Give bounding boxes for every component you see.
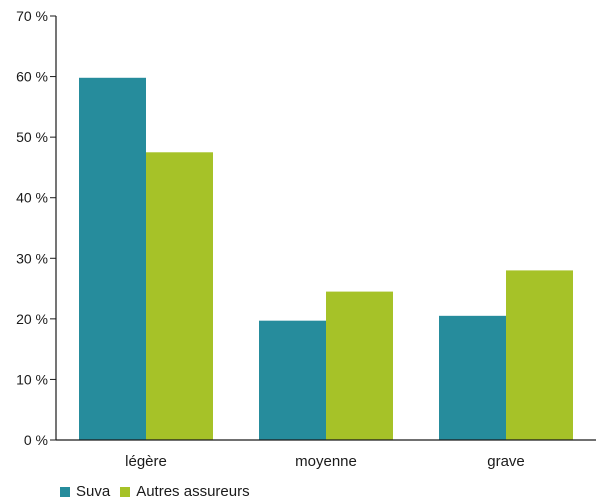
y-tick-label-10: 10 % [16, 371, 48, 387]
bars [79, 77, 573, 441]
bar-autres-assureurs-legere [146, 152, 213, 441]
bar-suva-moyenne [259, 320, 326, 440]
x-axis-ticks: légère moyenne grave [125, 453, 525, 470]
y-tick-label-70: 70 % [16, 8, 48, 24]
y-tick-label-30: 30 % [16, 250, 48, 266]
legend-item-autres-assureurs: Autres assureurs [120, 483, 250, 500]
legend: Suva Autres assureurs [60, 484, 250, 500]
y-tick-label-20: 20 % [16, 311, 48, 327]
y-tick-label-0: 0 % [24, 432, 48, 448]
bar-suva-grave [439, 315, 506, 440]
bar-suva-legere [79, 77, 146, 440]
legend-swatch-suva [60, 487, 70, 497]
x-tick-label-legere: légère [125, 453, 167, 470]
legend-label-autres-assureurs: Autres assureurs [136, 483, 250, 500]
y-tick-label-50: 50 % [16, 129, 48, 145]
x-tick-label-grave: grave [487, 453, 525, 470]
x-tick-label-moyenne: moyenne [295, 453, 357, 470]
y-tick-label-40: 40 % [16, 190, 48, 206]
bar-chart: 0 % 10 % 20 % 30 % 40 % 50 % 60 % 70 % légère mo… [16, 8, 596, 470]
legend-label-suva: Suva [76, 483, 111, 500]
y-tick-label-60: 60 % [16, 69, 48, 85]
y-axis-ticks: 0 % 10 % 20 % 30 % 40 % 50 % 60 % 70 % [16, 8, 56, 448]
legend-swatch-autres-assureurs [120, 487, 131, 497]
legend-item-suva: Suva [60, 484, 110, 500]
bar-autres-assureurs-moyenne [326, 291, 393, 440]
bar-autres-assureurs-grave [506, 270, 573, 440]
